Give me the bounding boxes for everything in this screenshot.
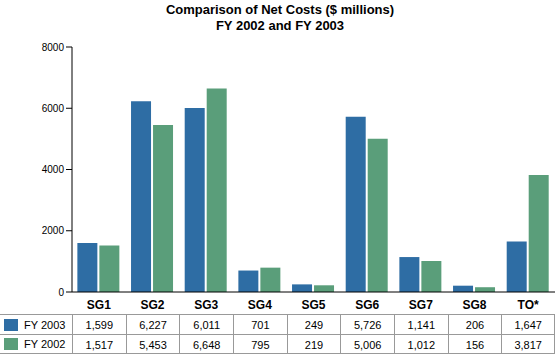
svg-text:SG5: SG5	[301, 298, 325, 312]
svg-text:0: 0	[58, 287, 64, 298]
html-text:5,453: 5,453	[139, 339, 167, 351]
html-text:6,648: 6,648	[192, 339, 221, 351]
html-text:1,012: 1,012	[407, 339, 436, 351]
svg-text:4000: 4000	[42, 164, 65, 175]
svg-text:SG2: SG2	[140, 298, 164, 312]
html-text:219: 219	[304, 339, 324, 351]
html-text:249: 249	[304, 319, 324, 331]
html-text:1,647: 1,647	[514, 319, 542, 331]
svg-text:SG6: SG6	[355, 298, 379, 312]
svg-text:SG4: SG4	[248, 298, 272, 312]
html-text:FY 2002: FY 2002	[24, 338, 66, 350]
html-text:5,006: 5,006	[353, 339, 382, 351]
html-text:6,011: 6,011	[193, 319, 220, 331]
svg-text:2000: 2000	[42, 225, 65, 236]
html-text:701: 701	[251, 319, 270, 331]
html-text:FY 2003: FY 2003	[24, 318, 66, 331]
svg-text:SG3: SG3	[194, 298, 218, 312]
svg-text:SG7: SG7	[409, 298, 433, 312]
svg-text:6000: 6000	[42, 103, 65, 114]
html-text:6,227: 6,227	[139, 319, 167, 331]
svg-text:SG8: SG8	[462, 298, 486, 312]
html-text:795: 795	[251, 339, 270, 351]
html-text:206: 206	[465, 319, 485, 331]
svg-text:SG1: SG1	[87, 298, 111, 312]
html-text:FY 2002 and FY 2003: FY 2002 and FY 2003	[215, 18, 345, 33]
html-text:156: 156	[465, 339, 485, 351]
html-text:5,726: 5,726	[353, 319, 382, 331]
html-text:1,517: 1,517	[85, 339, 114, 351]
svg-text:TO*: TO*	[518, 298, 539, 312]
html-text:3,817: 3,817	[514, 339, 542, 351]
html-text:1,599: 1,599	[85, 319, 114, 331]
html-text:Comparison of Net Costs ($ mil: Comparison of Net Costs ($ millions)	[165, 2, 395, 17]
svg-text:8000: 8000	[42, 42, 65, 53]
html-text:1,141: 1,141	[407, 319, 436, 331]
